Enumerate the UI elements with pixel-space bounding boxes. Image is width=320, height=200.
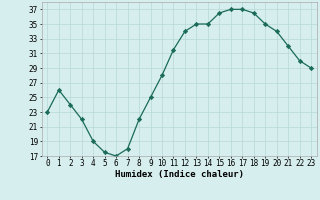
X-axis label: Humidex (Indice chaleur): Humidex (Indice chaleur) <box>115 170 244 179</box>
